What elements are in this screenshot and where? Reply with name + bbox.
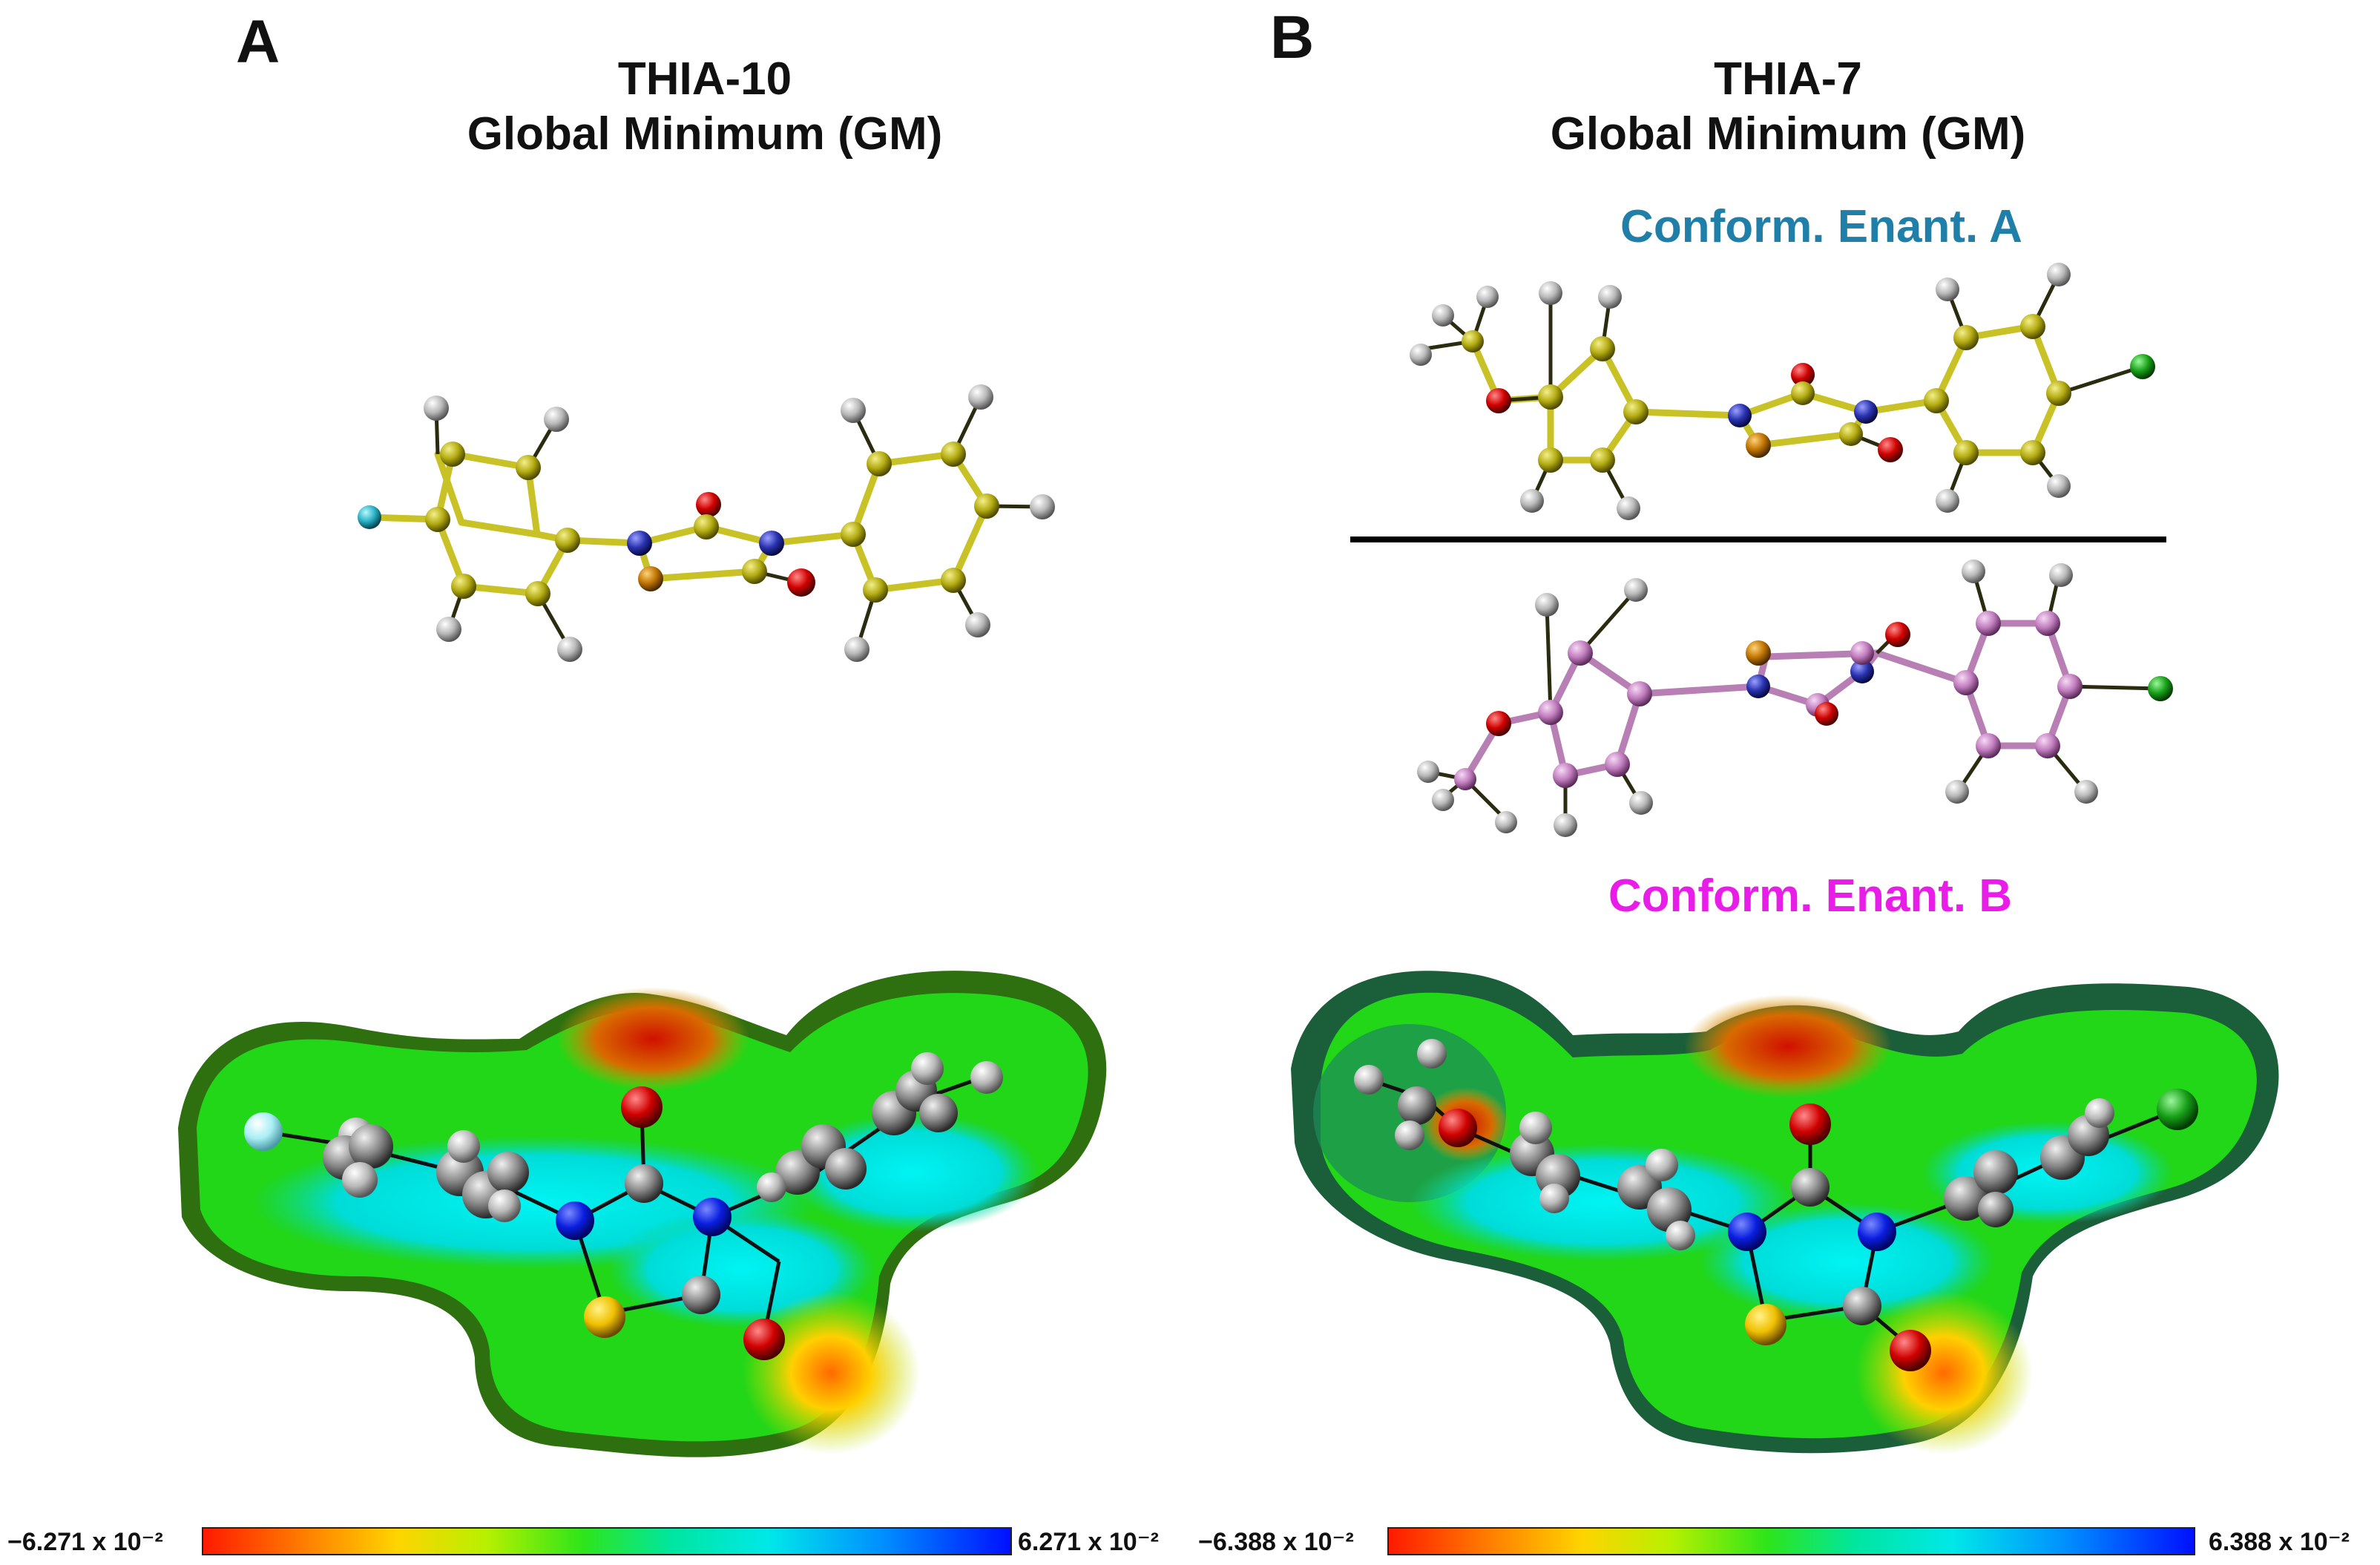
- panel-letter-b: B: [1270, 4, 1315, 71]
- scale-b-min-label: −6.388 x 10⁻²: [1198, 1528, 1354, 1556]
- thia7-conformer-b-molecule: [1417, 560, 2173, 837]
- thia7-conformer-a-molecule: [1410, 263, 2155, 520]
- panel-a-subtitle: Global Minimum (GM): [467, 108, 943, 160]
- fluorine-atom: [358, 505, 381, 529]
- scale-a-min-label: −6.271 x 10⁻²: [7, 1528, 163, 1556]
- panel-a-compound-name: THIA-10: [617, 53, 792, 105]
- panel-letter-a: A: [236, 8, 280, 76]
- panel-b-compound-name: THIA-7: [1714, 53, 1862, 105]
- thia10-molecule: [358, 384, 1055, 662]
- conformer-b-label: Conform. Enant. B: [1608, 870, 2013, 922]
- panel-b-title: THIA-7 Global Minimum (GM): [1454, 52, 2122, 162]
- scale-b-color-bar: [1387, 1527, 2195, 1555]
- sulfur-atom: [638, 566, 663, 591]
- scale-a-color-bar: [202, 1527, 1012, 1555]
- conformer-a-label: Conform. Enant. A: [1620, 201, 2022, 252]
- scale-b-max-label: 6.388 x 10⁻²: [2209, 1528, 2350, 1556]
- thia10-esp-surface: [178, 971, 1107, 1457]
- panel-a-title: THIA-10 Global Minimum (GM): [371, 52, 1039, 162]
- thia7-esp-surface: [1291, 971, 2279, 1454]
- nitrogen-atom: [627, 531, 652, 556]
- esp-nitrogen-atom: [556, 1201, 594, 1240]
- oxygen-atom: [696, 492, 721, 517]
- panel-b-subtitle: Global Minimum (GM): [1550, 108, 2026, 160]
- scale-a-max-label: 6.271 x 10⁻²: [1018, 1528, 1159, 1556]
